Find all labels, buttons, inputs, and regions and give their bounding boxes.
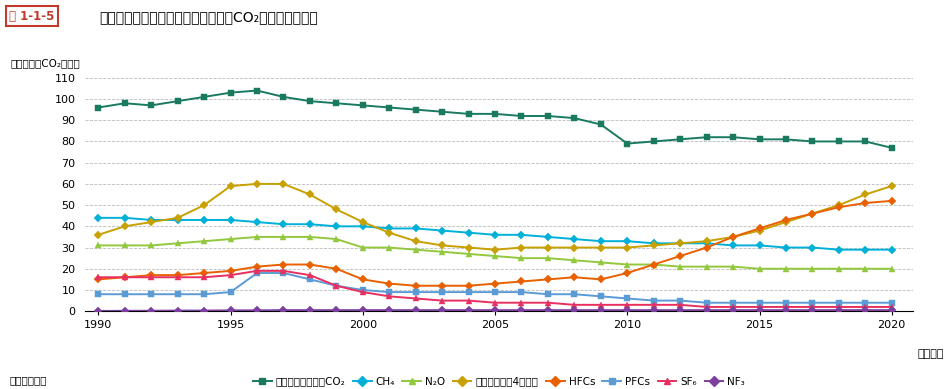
Text: （百万トンCO₂換算）: （百万トンCO₂換算） [10, 58, 80, 68]
Legend: 非エネルギー起源CO₂, CH₄, N₂O, 代替フロン箉4ガス計, HFCs, PFCs, SF₆, NF₃: 非エネルギー起源CO₂, CH₄, N₂O, 代替フロン箉4ガス計, HFCs,… [249, 372, 749, 389]
Text: 図 1-1-5: 図 1-1-5 [9, 10, 55, 23]
Text: 資料：環境省: 資料：環境省 [9, 375, 47, 385]
Text: 各種温室効果ガス（エネルギー起源CO₂以外）の排出量: 各種温室効果ガス（エネルギー起源CO₂以外）の排出量 [99, 10, 318, 24]
Text: （年度）: （年度） [917, 349, 943, 359]
